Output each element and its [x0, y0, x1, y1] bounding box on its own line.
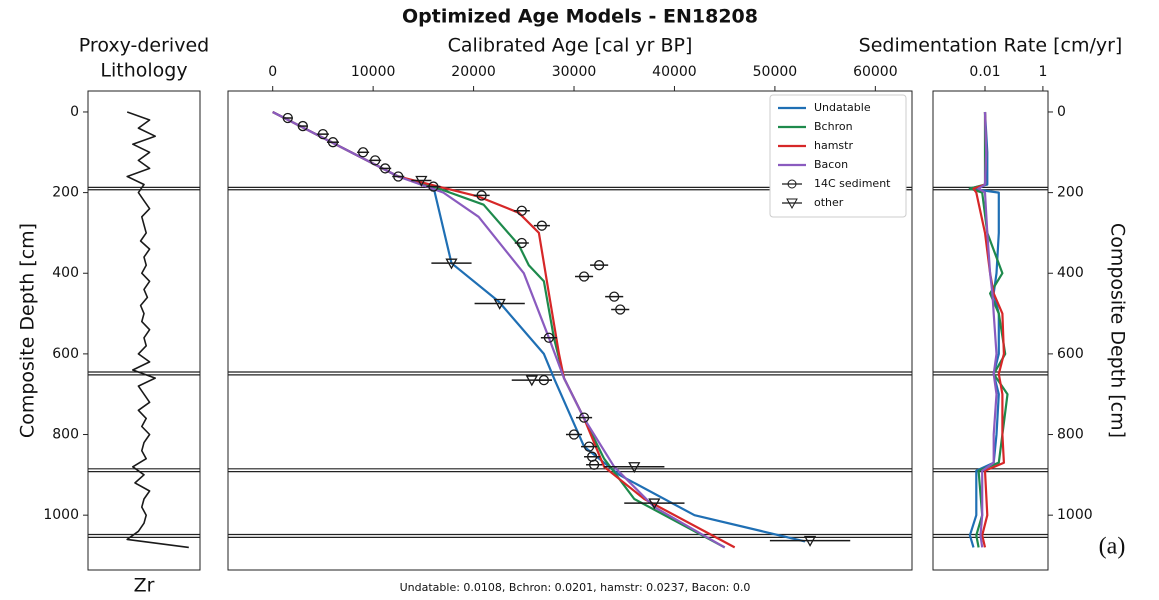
legend-label: Undatable — [814, 101, 871, 114]
age-point — [317, 128, 329, 140]
age-point — [428, 181, 439, 192]
age-point — [543, 332, 555, 343]
x-tick-label: 40000 — [652, 64, 697, 80]
legend-marker — [786, 198, 798, 210]
panel-label: (a) — [1099, 534, 1126, 560]
y-tick-label: 400 — [52, 265, 79, 281]
y-tick-label: 0 — [1057, 104, 1066, 120]
plot-frame — [87, 90, 201, 571]
legend-label: hamstr — [814, 139, 853, 152]
y-tick-label: 800 — [1057, 427, 1084, 443]
series-line — [272, 111, 806, 543]
age-point — [357, 147, 369, 158]
age-point — [628, 462, 641, 474]
series-line — [272, 111, 736, 549]
y-tick-label: 200 — [1057, 185, 1084, 201]
series-line — [126, 111, 189, 549]
y-tick-label: 0 — [70, 104, 79, 120]
legend-box — [769, 94, 907, 218]
age-point — [297, 120, 308, 132]
x-axis-label: Zr — [134, 575, 155, 597]
panel-title: Lithology — [100, 60, 187, 82]
plot-area — [88, 111, 200, 549]
y-tick-label: 600 — [1057, 346, 1084, 362]
x-axis-label: Sedimentation Rate [cm/yr] — [859, 35, 1123, 57]
y-axis-label: Composite Depth [cm] — [1107, 223, 1129, 438]
age-point — [327, 137, 339, 148]
age-point — [648, 498, 661, 510]
age-point — [415, 175, 428, 187]
age-point — [803, 535, 817, 547]
age-point — [588, 459, 600, 470]
series-line — [272, 111, 726, 549]
x-tick-label: 30000 — [552, 64, 597, 80]
y-tick-label: 600 — [52, 346, 79, 362]
age-point — [282, 112, 293, 124]
x-tick-label: 0.01 — [969, 64, 1000, 80]
age-point — [369, 155, 381, 166]
plot-area — [933, 111, 1048, 548]
series-line — [272, 111, 726, 549]
y-tick-label: 800 — [52, 427, 79, 443]
plot-frame — [932, 90, 1049, 571]
figure-title: Optimized Age Models - EN18208 — [402, 6, 758, 28]
y-tick-label: 200 — [52, 185, 79, 201]
x-tick-label: 1 — [1038, 64, 1047, 80]
x-tick-label: 60000 — [853, 64, 898, 80]
age-point — [516, 237, 527, 249]
age-point — [578, 412, 590, 423]
age-point — [583, 441, 595, 452]
legend-label: Bacon — [814, 158, 848, 171]
panel-title: Proxy-derived — [79, 35, 209, 57]
age-point — [615, 304, 626, 315]
x-tick-label: 20000 — [451, 64, 496, 80]
x-tick-label: 0 — [268, 64, 277, 80]
age-point — [493, 298, 506, 310]
age-point — [476, 190, 487, 201]
age-point — [568, 429, 580, 440]
age-point — [536, 220, 548, 231]
plot-frame — [227, 90, 913, 571]
age-point — [578, 271, 590, 282]
legend-label: other — [814, 196, 844, 209]
legend-marker — [787, 179, 797, 189]
age-point — [516, 205, 527, 216]
x-tick-label: 50000 — [753, 64, 798, 80]
y-tick-label: 1000 — [1057, 507, 1093, 523]
age-point — [393, 171, 404, 182]
age-point — [445, 258, 458, 270]
y-tick-label: 400 — [1057, 265, 1084, 281]
age-point — [593, 260, 605, 271]
series-line — [972, 111, 1005, 548]
y-tick-label: 1000 — [43, 507, 79, 523]
age-point — [525, 375, 538, 387]
age-point — [609, 291, 620, 302]
fit-note: Undatable: 0.0108, Bchron: 0.0201, hamst… — [400, 581, 751, 594]
x-tick-label: 10000 — [351, 64, 396, 80]
series-line — [968, 112, 1009, 548]
y-axis-label: Composite Depth [cm] — [17, 223, 39, 438]
legend-label: Bchron — [814, 120, 853, 133]
age-point — [380, 163, 391, 174]
series-line — [977, 111, 998, 548]
legend-label: 14C sediment — [814, 177, 891, 190]
x-axis-label: Calibrated Age [cal yr BP] — [448, 35, 693, 57]
